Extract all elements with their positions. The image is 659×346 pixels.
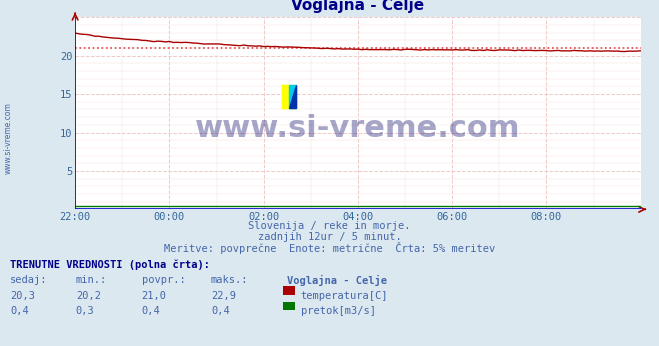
Text: TRENUTNE VREDNOSTI (polna črta):: TRENUTNE VREDNOSTI (polna črta): bbox=[10, 260, 210, 270]
Text: 21,0: 21,0 bbox=[142, 291, 167, 301]
Text: 20,3: 20,3 bbox=[10, 291, 35, 301]
Bar bbox=[289, 84, 296, 108]
Text: sedaj:: sedaj: bbox=[10, 275, 47, 285]
Text: zadnjih 12ur / 5 minut.: zadnjih 12ur / 5 minut. bbox=[258, 232, 401, 242]
Text: 22,9: 22,9 bbox=[211, 291, 236, 301]
Text: Slovenija / reke in morje.: Slovenija / reke in morje. bbox=[248, 221, 411, 231]
Bar bbox=[281, 84, 296, 108]
Text: temperatura[C]: temperatura[C] bbox=[301, 291, 388, 301]
Text: 20,2: 20,2 bbox=[76, 291, 101, 301]
Text: pretok[m3/s]: pretok[m3/s] bbox=[301, 306, 376, 316]
Polygon shape bbox=[289, 84, 296, 108]
Text: www.si-vreme.com: www.si-vreme.com bbox=[3, 102, 13, 174]
Text: 0,4: 0,4 bbox=[142, 306, 160, 316]
Bar bbox=[281, 84, 289, 108]
Text: Meritve: povprečne  Enote: metrične  Črta: 5% meritev: Meritve: povprečne Enote: metrične Črta:… bbox=[164, 242, 495, 254]
Text: www.si-vreme.com: www.si-vreme.com bbox=[195, 114, 521, 143]
Text: 0,3: 0,3 bbox=[76, 306, 94, 316]
Text: Voglajna - Celje: Voglajna - Celje bbox=[287, 275, 387, 286]
Text: min.:: min.: bbox=[76, 275, 107, 285]
Text: 0,4: 0,4 bbox=[10, 306, 28, 316]
Text: 0,4: 0,4 bbox=[211, 306, 229, 316]
Text: maks.:: maks.: bbox=[211, 275, 248, 285]
Text: povpr.:: povpr.: bbox=[142, 275, 185, 285]
Title: Voglajna - Celje: Voglajna - Celje bbox=[291, 0, 424, 13]
